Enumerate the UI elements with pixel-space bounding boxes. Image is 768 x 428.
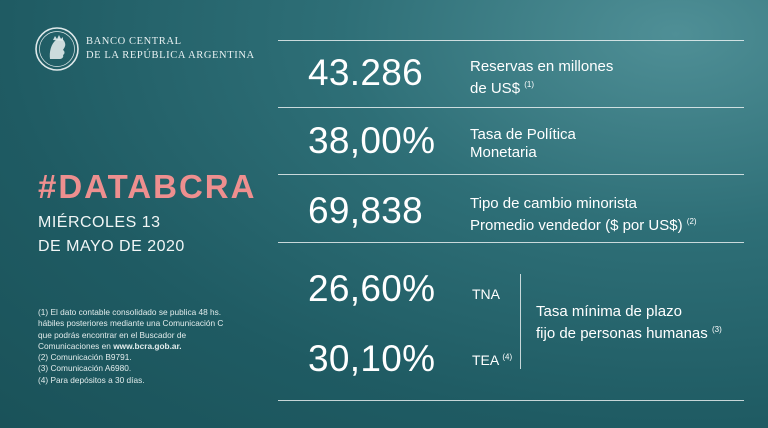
rates-separator [520,274,521,369]
footnotes: (1) El dato contable consolidado se publ… [38,307,278,386]
footnote-1c: que podrás encontrar en el Buscador de [38,329,187,340]
policy-rate-label-1: Tasa de Política [470,126,576,143]
tea-label-wrap: TEA (4) [472,352,512,368]
reserves-note: (1) [524,80,534,89]
policy-rate-value: 38,00% [308,120,436,161]
footnote-2: (2) Comunicación B9791. [38,352,132,363]
footnote-4: (4) Para depósitos a 30 días. [38,374,145,385]
term-deposit-label-2: fijo de personas humanas [536,325,708,342]
policy-rate-description: Tasa de Política Monetaria [470,126,576,162]
exchange-rate-description: Tipo de cambio minorista Promedio vended… [470,195,697,235]
divider-bottom [278,400,744,401]
reserves-label-1: Reservas en millones [470,58,614,75]
divider-top [278,40,744,41]
tea-note: (4) [502,352,513,362]
exchange-rate-label-2: Promedio vendedor ($ por US$) [470,217,683,234]
tea-value: 30,10% [308,338,436,379]
divider-3 [278,242,744,243]
exchange-rate-value: 69,838 [308,190,423,231]
footnote-1a: (1) El dato contable consolidado se publ… [38,307,222,317]
bcra-logo: BANCO CENTRAL DE LA REPÚBLICA ARGENTINA [34,26,255,72]
brand-line-1: BANCO CENTRAL [86,36,182,47]
tna-label: TNA [472,286,500,302]
date-line-2: DE MAYO DE 2020 [38,238,185,255]
footnote-1b: hábiles posteriores mediante una Comunic… [38,318,224,329]
reserves-description: Reservas en millones de US$ (1) [470,58,613,98]
reserves-label-2: de US$ [470,80,521,97]
term-deposit-note: (3) [711,325,722,334]
exchange-rate-note: (2) [686,217,697,226]
exchange-rate-label-1: Tipo de cambio minorista [470,195,638,212]
tna-value: 26,60% [308,268,436,309]
footnote-1d: Comunicaciones en [38,340,114,351]
term-deposit-label-1: Tasa mínima de plazo [536,303,682,320]
divider-1 [278,107,744,108]
term-deposit-description: Tasa mínima de plazo fijo de personas hu… [536,303,722,343]
tea-label: TEA [472,352,499,368]
date-line-1: MIÉRCOLES 13 [38,214,161,231]
divider-2 [278,174,744,175]
reserves-value: 43.286 [308,52,423,93]
footnote-3: (3) Comunicación A6980. [38,363,132,374]
bcra-website-link[interactable]: www.bcra.gob.ar. [113,340,182,351]
brand-line-2: DE LA REPÚBLICA ARGENTINA [86,50,255,61]
policy-rate-label-2: Monetaria [470,144,537,161]
bcra-seal-icon [35,27,79,71]
hashtag-title: #DATABCRA [38,168,257,205]
